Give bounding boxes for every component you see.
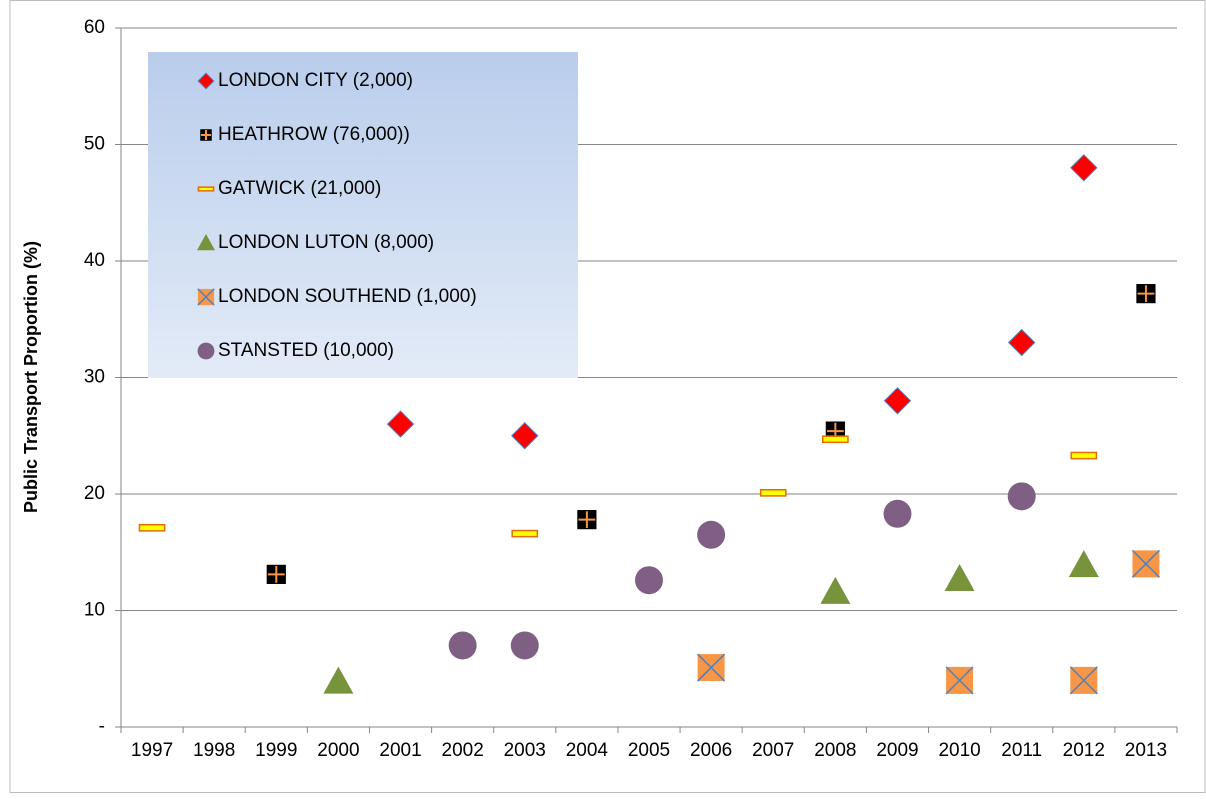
legend-label: LONDON SOUTHEND (1,000) <box>218 286 477 307</box>
point <box>511 422 539 450</box>
legend-label: GATWICK (21,000) <box>218 178 381 199</box>
point <box>1070 451 1098 460</box>
x-tick-label: 1997 <box>131 740 173 761</box>
point <box>883 499 912 528</box>
point <box>1069 666 1098 695</box>
point <box>820 576 851 604</box>
legend-marker <box>197 288 215 306</box>
point <box>945 666 974 695</box>
point <box>511 529 539 538</box>
legend: LONDON CITY (2,000) HEATHROW (76,000)) GAT… <box>148 52 578 378</box>
legend-label: STANSTED (10,000) <box>218 340 394 361</box>
chart-border <box>9 0 1206 793</box>
point <box>1007 482 1036 511</box>
point <box>822 435 849 444</box>
point <box>635 566 663 595</box>
point <box>697 653 726 682</box>
x-tick-label: 2007 <box>752 740 794 761</box>
point <box>1070 154 1098 182</box>
point <box>697 520 726 549</box>
x-tick-label: 2010 <box>938 740 980 761</box>
point <box>1136 284 1156 304</box>
point <box>1131 549 1160 578</box>
point <box>1068 550 1099 578</box>
point <box>510 631 539 660</box>
x-tick-label: 1999 <box>255 740 297 761</box>
point <box>577 510 597 530</box>
legend-marker <box>197 342 215 360</box>
y-tick-label: - <box>99 716 105 737</box>
x-tick-label: 2012 <box>1063 740 1105 761</box>
legend-label: HEATHROW (76,000)) <box>218 124 410 145</box>
x-tick-label: 2009 <box>876 740 918 761</box>
y-axis-title: Public Transport Proportion (%) <box>21 241 41 513</box>
x-tick-label: 2001 <box>379 740 421 761</box>
point <box>448 631 477 660</box>
y-tick-label: 50 <box>84 134 105 155</box>
y-tick-label: 20 <box>84 483 105 504</box>
y-tick-label: 60 <box>84 17 105 38</box>
point <box>386 410 415 438</box>
legend-marker <box>200 129 212 141</box>
point <box>1007 328 1036 357</box>
point <box>323 666 354 694</box>
x-tick-label: 2002 <box>442 740 484 761</box>
x-tick-label: 2005 <box>628 740 670 761</box>
legend-label: LONDON CITY (2,000) <box>218 70 413 91</box>
x-tick-label: 2003 <box>504 740 546 761</box>
x-tick-label: 2004 <box>566 740 609 761</box>
y-tick-label: 10 <box>84 600 105 621</box>
x-tick-label: 2013 <box>1125 740 1167 761</box>
x-tick-label: 2008 <box>814 740 856 761</box>
legend-label: LONDON LUTON (8,000) <box>218 232 434 253</box>
point <box>266 564 286 584</box>
legend-box <box>148 52 578 378</box>
point <box>759 489 787 497</box>
x-tick-label: 2006 <box>690 740 732 761</box>
legend-marker <box>197 72 215 90</box>
point <box>883 387 912 415</box>
point <box>138 523 166 532</box>
legend-marker <box>197 186 215 192</box>
legend-marker <box>197 234 215 251</box>
y-tick-label: 30 <box>84 367 105 388</box>
y-tick-label: 40 <box>84 250 105 271</box>
x-tick-label: 1998 <box>193 740 235 761</box>
x-tick-label: 2011 <box>1001 740 1042 761</box>
x-tick-label: 2000 <box>317 740 359 761</box>
point <box>944 564 975 592</box>
